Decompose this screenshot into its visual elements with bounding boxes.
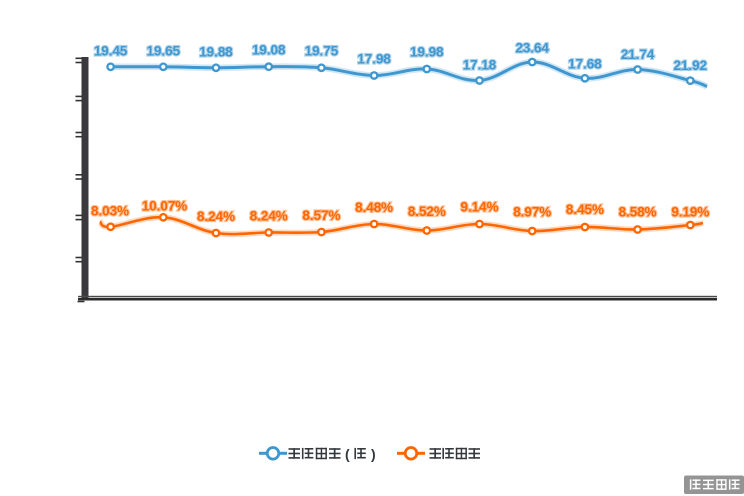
svg-text:8.57%: 8.57% — [302, 208, 340, 223]
svg-text:19.45: 19.45 — [94, 43, 128, 58]
svg-text:8.45%: 8.45% — [566, 202, 604, 217]
svg-text:17.18: 17.18 — [463, 58, 497, 73]
svg-text:19.65: 19.65 — [147, 43, 181, 58]
svg-text:21.92: 21.92 — [674, 58, 708, 73]
svg-text:19.75: 19.75 — [305, 44, 339, 59]
svg-text:8.58%: 8.58% — [619, 205, 657, 220]
svg-text:8.24%: 8.24% — [250, 209, 288, 224]
svg-text:23.64: 23.64 — [515, 41, 549, 56]
svg-text:8.03%: 8.03% — [91, 204, 129, 219]
svg-text:(: ( — [345, 446, 350, 462]
svg-text:9.19%: 9.19% — [671, 205, 709, 220]
svg-text:): ) — [371, 446, 376, 462]
svg-text:21.74: 21.74 — [621, 47, 655, 62]
svg-text:8.24%: 8.24% — [197, 209, 235, 224]
svg-text:19.98: 19.98 — [410, 45, 444, 60]
svg-text:17.98: 17.98 — [357, 52, 391, 67]
svg-text:8.97%: 8.97% — [513, 205, 551, 220]
svg-text:9.14%: 9.14% — [461, 200, 499, 215]
svg-text:19.88: 19.88 — [199, 44, 233, 59]
svg-text:8.52%: 8.52% — [408, 204, 446, 219]
svg-text:10.07%: 10.07% — [142, 199, 188, 214]
svg-text:8.48%: 8.48% — [355, 200, 393, 215]
svg-text:17.68: 17.68 — [568, 57, 602, 72]
svg-text:19.08: 19.08 — [252, 43, 286, 58]
